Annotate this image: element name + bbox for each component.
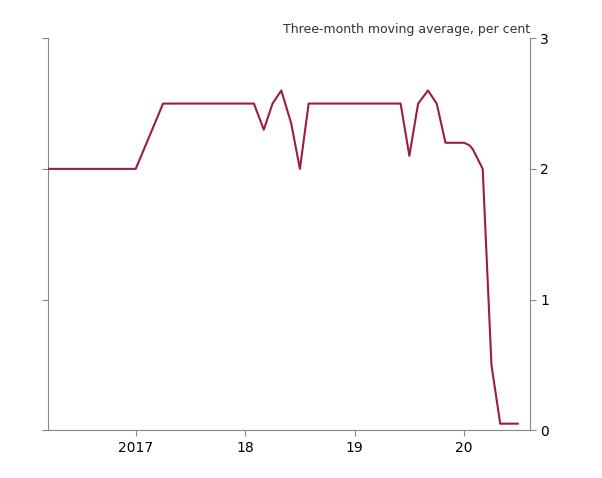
Text: Three-month moving average, per cent: Three-month moving average, per cent bbox=[282, 22, 530, 36]
